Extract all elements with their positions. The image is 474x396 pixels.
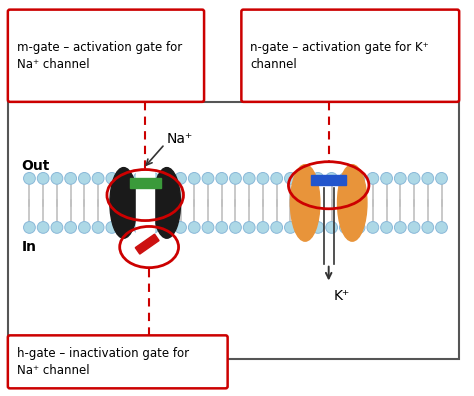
Circle shape <box>65 173 76 184</box>
Circle shape <box>161 221 173 233</box>
Circle shape <box>257 173 269 184</box>
Circle shape <box>229 221 241 233</box>
Ellipse shape <box>153 168 181 238</box>
Circle shape <box>79 173 90 184</box>
Circle shape <box>394 173 406 184</box>
Text: m-gate – activation gate for
Na⁺ channel: m-gate – activation gate for Na⁺ channel <box>17 41 182 71</box>
Circle shape <box>326 173 337 184</box>
Circle shape <box>147 173 159 184</box>
Circle shape <box>284 221 296 233</box>
Circle shape <box>65 221 76 233</box>
Circle shape <box>422 221 434 233</box>
Circle shape <box>51 221 63 233</box>
Circle shape <box>134 221 145 233</box>
Circle shape <box>161 173 173 184</box>
Circle shape <box>257 221 269 233</box>
Circle shape <box>229 173 241 184</box>
Circle shape <box>298 173 310 184</box>
Ellipse shape <box>291 165 320 241</box>
Circle shape <box>436 221 447 233</box>
Text: In: In <box>22 240 36 254</box>
Circle shape <box>271 173 283 184</box>
Circle shape <box>37 173 49 184</box>
Circle shape <box>353 221 365 233</box>
Circle shape <box>243 173 255 184</box>
Circle shape <box>353 173 365 184</box>
FancyBboxPatch shape <box>8 102 459 359</box>
Circle shape <box>188 221 200 233</box>
Circle shape <box>92 221 104 233</box>
Bar <box>137 168 154 238</box>
Circle shape <box>408 221 420 233</box>
Text: Out: Out <box>22 159 50 173</box>
Circle shape <box>326 221 337 233</box>
Circle shape <box>216 221 228 233</box>
Circle shape <box>106 221 118 233</box>
Ellipse shape <box>337 165 367 241</box>
Circle shape <box>339 221 351 233</box>
Circle shape <box>216 173 228 184</box>
Circle shape <box>271 221 283 233</box>
Circle shape <box>312 173 324 184</box>
Circle shape <box>339 173 351 184</box>
Circle shape <box>243 221 255 233</box>
Circle shape <box>394 221 406 233</box>
Circle shape <box>134 173 145 184</box>
Circle shape <box>422 173 434 184</box>
Circle shape <box>284 173 296 184</box>
Circle shape <box>202 221 214 233</box>
Circle shape <box>408 173 420 184</box>
Circle shape <box>37 221 49 233</box>
Circle shape <box>436 173 447 184</box>
Circle shape <box>24 173 36 184</box>
Circle shape <box>174 173 186 184</box>
Circle shape <box>312 221 324 233</box>
Text: Na⁺: Na⁺ <box>167 132 193 146</box>
Circle shape <box>367 173 379 184</box>
Text: n-gate – activation gate for K⁺
channel: n-gate – activation gate for K⁺ channel <box>250 41 429 71</box>
Circle shape <box>120 173 131 184</box>
Circle shape <box>92 173 104 184</box>
FancyBboxPatch shape <box>8 335 228 388</box>
Circle shape <box>367 221 379 233</box>
Circle shape <box>298 221 310 233</box>
FancyBboxPatch shape <box>241 10 459 102</box>
Circle shape <box>79 221 90 233</box>
Circle shape <box>106 173 118 184</box>
Circle shape <box>381 221 392 233</box>
FancyBboxPatch shape <box>8 10 204 102</box>
Ellipse shape <box>110 168 137 238</box>
Text: h-gate – inactivation gate for
Na⁺ channel: h-gate – inactivation gate for Na⁺ chann… <box>17 347 189 377</box>
Bar <box>135 234 159 254</box>
Circle shape <box>24 221 36 233</box>
Bar <box>129 178 161 188</box>
Text: K⁺: K⁺ <box>334 289 350 303</box>
Circle shape <box>174 221 186 233</box>
Circle shape <box>202 173 214 184</box>
Circle shape <box>381 173 392 184</box>
Circle shape <box>147 221 159 233</box>
Bar <box>311 175 346 185</box>
Circle shape <box>120 221 131 233</box>
Circle shape <box>188 173 200 184</box>
Circle shape <box>51 173 63 184</box>
